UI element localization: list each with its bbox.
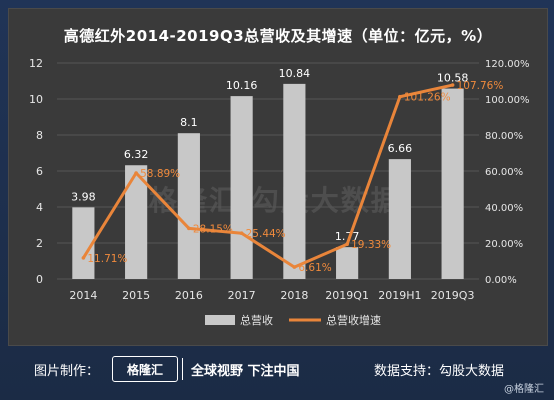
- line-data-label: 28.15%: [193, 223, 233, 235]
- bar-data-label: 8.1: [180, 116, 198, 129]
- bar-data-label: 10.58: [437, 72, 469, 85]
- y-right-tick-label: 40.00%: [485, 203, 523, 214]
- bar-data-label: 6.32: [124, 148, 149, 161]
- line-point: [81, 256, 86, 260]
- line-data-label: 11.71%: [87, 253, 127, 265]
- line-point: [398, 94, 402, 99]
- line-data-label: 19.33%: [351, 239, 391, 251]
- bar: [441, 88, 464, 279]
- y-left-tick-label: 8: [36, 129, 43, 142]
- x-tick-label: 2018: [280, 289, 308, 302]
- footer-made-by-label: 图片制作：: [34, 364, 100, 379]
- x-tick-label: 2019Q3: [431, 289, 475, 302]
- bar: [230, 96, 253, 280]
- y-left-tick-label: 0: [36, 273, 43, 286]
- line-data-label: 58.89%: [140, 168, 180, 180]
- chart-title: 高德红外2014-2019Q3总营收及其增速（单位：亿元，%）: [63, 27, 493, 45]
- line-point: [239, 231, 244, 236]
- brand-logo: 格隆汇: [112, 356, 178, 382]
- line-point: [134, 171, 138, 175]
- footer-data-support-label: 数据支持：: [374, 364, 440, 379]
- line-point: [345, 242, 349, 247]
- bar: [177, 133, 200, 279]
- y-right-tick-label: 100.00%: [485, 95, 530, 106]
- y-right-tick-label: 120.00%: [485, 59, 530, 70]
- y-left-tick-label: 6: [36, 165, 43, 178]
- bar-data-label: 10.16: [226, 79, 258, 92]
- footer-credit: @格隆汇: [504, 384, 544, 395]
- series-line: [82, 83, 453, 269]
- line-point: [292, 265, 297, 269]
- chart-svg: 0246810120.00%20.00%40.00%60.00%80.00%10…: [29, 57, 530, 327]
- legend-bar-swatch: [205, 315, 235, 325]
- bar-data-label: 1.77: [335, 230, 360, 243]
- bar-data-label: 10.84: [279, 67, 311, 80]
- x-tick-label: 2015: [122, 289, 150, 302]
- footer-data-source: 勾股大数据: [439, 364, 505, 379]
- y-left-tick-label: 2: [36, 237, 43, 250]
- y-left-tick-label: 12: [29, 57, 43, 70]
- bar-data-label: 3.98: [71, 190, 96, 203]
- bar: [336, 247, 359, 279]
- chart-card: 高德红外2014-2019Q3总营收及其增速（单位：亿元，%） 格隆汇 勾股大数…: [8, 8, 548, 346]
- bar-data-label: 6.66: [388, 142, 413, 155]
- line-data-label: 107.76%: [457, 80, 504, 92]
- bar: [125, 165, 148, 279]
- legend-line-label: 总营收增速: [326, 313, 381, 327]
- y-right-tick-label: 20.00%: [485, 239, 523, 250]
- line-data-label: 25.44%: [246, 228, 286, 240]
- brand-logo-text: 格隆汇: [126, 362, 163, 377]
- y-left-tick-label: 10: [29, 93, 43, 106]
- bar: [388, 159, 411, 279]
- x-tick-label: 2019Q1: [325, 289, 369, 302]
- x-tick-label: 2014: [69, 289, 97, 302]
- y-right-tick-label: 80.00%: [485, 131, 523, 142]
- bar: [283, 83, 306, 279]
- line-point: [450, 83, 455, 87]
- line-point: [187, 226, 191, 231]
- footer-slogan: 全球视野 下注中国: [191, 364, 300, 379]
- legend-bar-label: 总营收: [240, 313, 273, 327]
- y-right-tick-label: 0.00%: [485, 275, 517, 286]
- y-right-tick-label: 60.00%: [485, 167, 523, 178]
- x-tick-label: 2016: [175, 289, 203, 302]
- y-left-tick-label: 4: [36, 201, 43, 214]
- footer: 图片制作： 格隆汇 全球视野 下注中国 数据支持：勾股大数据 @格隆汇: [0, 348, 554, 400]
- line-data-label: 6.61%: [298, 262, 331, 274]
- x-tick-label: 2019H1: [378, 289, 421, 302]
- x-tick-label: 2017: [228, 289, 256, 302]
- footer-data-support: 数据支持：勾股大数据: [374, 360, 504, 379]
- line-data-label: 101.26%: [404, 92, 451, 104]
- bar: [72, 207, 95, 279]
- footer-divider: [182, 358, 183, 380]
